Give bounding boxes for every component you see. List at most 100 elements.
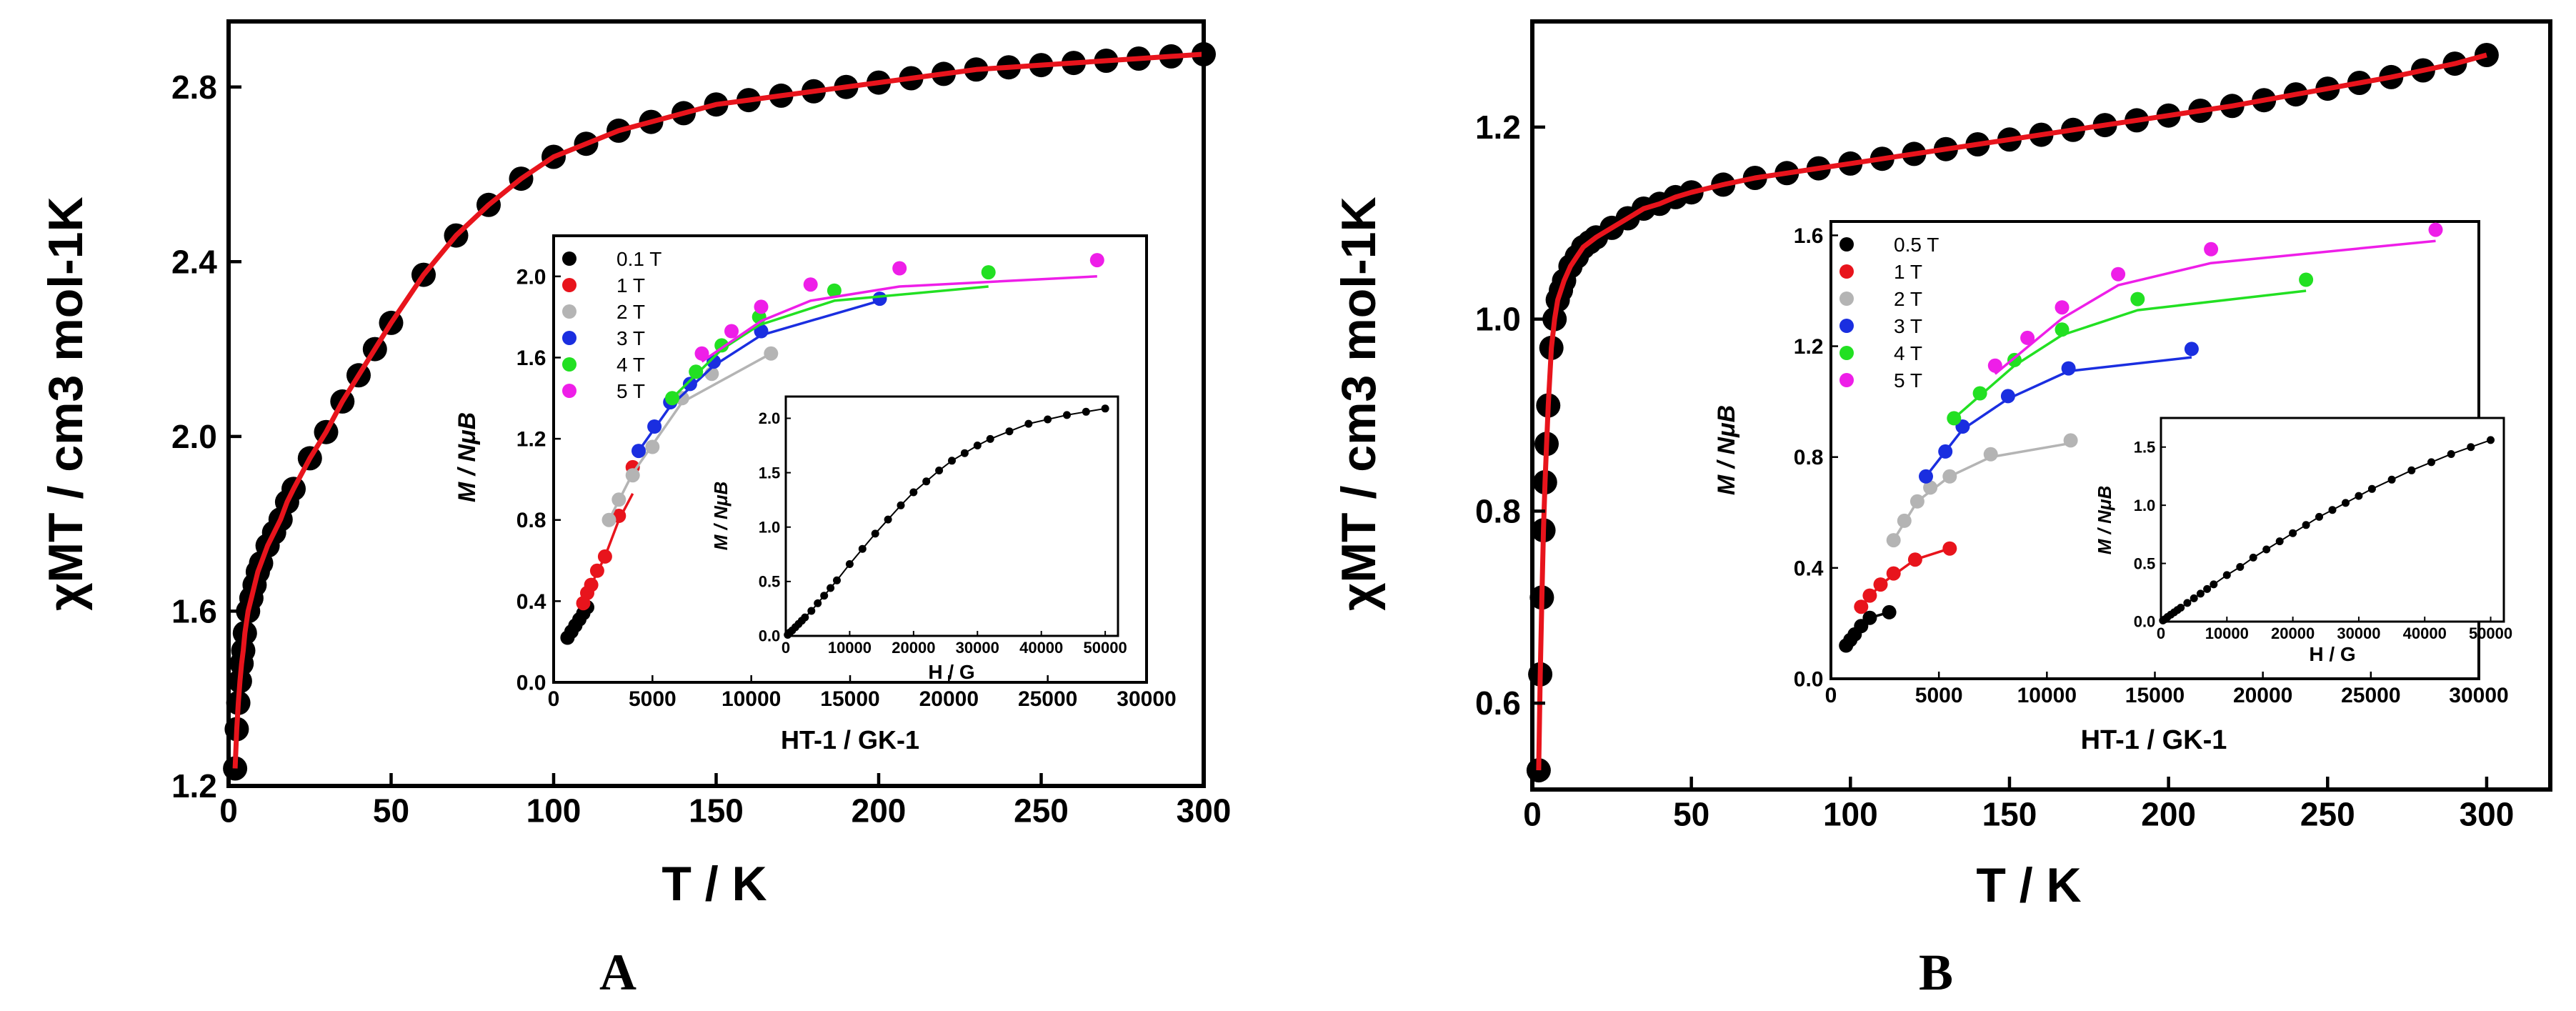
panel-b-main-fit-line bbox=[1536, 52, 2487, 771]
panel-b-inset2-ytick-label: 1.0 bbox=[2134, 497, 2156, 514]
panel-b-inset2-point bbox=[2210, 580, 2218, 589]
panel-a-inset-point-5t bbox=[892, 261, 907, 276]
panel-b-inset-point-4t bbox=[1947, 411, 1962, 426]
panel-b-inset-point-2t bbox=[1942, 469, 1957, 484]
panel-b-inset2-point bbox=[2262, 545, 2271, 554]
panel-a-inset-point-4t bbox=[714, 338, 729, 353]
panel-b-inset-point-4t bbox=[1972, 386, 1987, 401]
panel-a-main-ytick-label: 2.4 bbox=[171, 243, 217, 280]
panel-a-inset-ytick-label: 1.2 bbox=[516, 428, 546, 452]
panel-b-inset-ytick-label: 1.2 bbox=[1794, 335, 1824, 359]
panel-a-inset2-ytick-label: 1.5 bbox=[759, 464, 781, 482]
panel-b-inset-legend: 0.5 T 1 T 2 T 3 T 4 T 5 T bbox=[1839, 234, 1939, 392]
panel-b-inset2-xtick-label: 0 bbox=[2157, 624, 2165, 642]
panel-b-inset-point-4t bbox=[2055, 322, 2070, 337]
panel-b-inset-point-0p5t bbox=[1882, 604, 1897, 619]
panel-b-inset2-point bbox=[2302, 521, 2310, 529]
panel-b-inset2-xtick-label: 20000 bbox=[2271, 624, 2315, 642]
panel-a-inset2-point bbox=[884, 515, 892, 524]
panel-b-inset2-point bbox=[2183, 599, 2192, 607]
panel-b: 0 50 100 150 200 250 300 0.6 0.8 1.0 1.2 χMT / cm3… bbox=[1332, 19, 2552, 1001]
panel-a-inset-point-1t bbox=[597, 549, 612, 564]
panel-a-inset2-point bbox=[1044, 415, 1052, 424]
panel-b-inset2-point bbox=[2196, 589, 2205, 598]
panel-b-inset2-point bbox=[2387, 475, 2396, 484]
panel-a-letter: A bbox=[599, 944, 636, 1001]
panel-a-main-xlabel: T / K bbox=[662, 857, 767, 911]
panel-a-inset2-point bbox=[807, 607, 816, 615]
panel-a-inset-xtick-label: 5000 bbox=[629, 687, 677, 711]
panel-a-inset2-point bbox=[814, 599, 822, 607]
panel-b-main-xtick-label: 0 bbox=[1523, 796, 1542, 833]
panel-b-main-xlabel: T / K bbox=[1976, 858, 2081, 912]
panel-b-inset2-ytick-label: 0.5 bbox=[2134, 554, 2156, 572]
panel-a-inset-point-2t bbox=[625, 468, 640, 483]
panel-b-inset-point-5t bbox=[1987, 358, 2002, 373]
panel-a: 0 50 100 150 200 250 300 1.2 1.6 2.0 2.4 2.8 χMT / … bbox=[39, 19, 1231, 1001]
panel-a-inset2-axes: 0 10000 20000 30000 40000 50000 0.0 0.5 1.0 1.5 2.… bbox=[759, 409, 1127, 657]
panel-b-inset2-point bbox=[2427, 458, 2435, 467]
panel-a-inset2-ylabel: M / NμB bbox=[710, 482, 732, 551]
panel-a-inset-point-4t bbox=[665, 391, 679, 406]
panel-a-inset-point-4t bbox=[689, 364, 704, 379]
panel-b-inset-ytick-label: 0.4 bbox=[1794, 557, 1824, 580]
panel-b-main-marks bbox=[1526, 43, 2499, 783]
panel-a-inset2-xtick-label: 0 bbox=[782, 639, 790, 657]
panel-a-inset-point-4t bbox=[827, 283, 842, 298]
panel-a-main-marks bbox=[223, 41, 1216, 781]
panel-b-inset-ylabel: M / NμB bbox=[1713, 405, 1740, 495]
panel-a-inset2-xtick-label: 10000 bbox=[828, 639, 872, 657]
panel-a-inset-point-3t bbox=[682, 377, 697, 392]
panel-a-inset2-point bbox=[858, 544, 867, 553]
panel-b-inset-point-0p5t bbox=[1862, 610, 1877, 625]
panel-b-inset2-axes: 0 10000 20000 30000 40000 50000 0.0 0.5 1.0 1.5 bbox=[2134, 438, 2512, 642]
panel-b-inset-ytick-label: 0.8 bbox=[1794, 446, 1824, 469]
panel-a-inset2-point bbox=[1024, 419, 1033, 428]
panel-b-inset-point-1t bbox=[1907, 552, 1922, 567]
panel-b-inset-point-2t bbox=[1897, 513, 1912, 528]
panel-a-inset2-point bbox=[986, 434, 994, 443]
panel-b-inset-point-3t bbox=[1938, 444, 1953, 459]
panel-b-inset-ytick-label: 0.0 bbox=[1794, 668, 1824, 692]
panel-b-inset-xtick-label: 15000 bbox=[2125, 684, 2185, 707]
panel-a-inset2-ytick-label: 0.0 bbox=[759, 627, 781, 645]
panel-a-inset-legend-marker bbox=[562, 331, 576, 345]
panel-b-inset2-point bbox=[2190, 594, 2198, 602]
panel-b-inset-point-5t bbox=[2428, 222, 2443, 237]
panel-b-inset-marks bbox=[1839, 222, 2443, 653]
panel-a-inset2-point bbox=[1063, 411, 1071, 419]
panel-a-main-xtick-label: 150 bbox=[689, 792, 744, 830]
panel-a-inset-point-3t bbox=[872, 292, 887, 307]
panel-b-inset2-point bbox=[2367, 484, 2376, 493]
panel-b-inset-legend-marker bbox=[1839, 237, 1854, 251]
panel-b-inset-fit-2t bbox=[1892, 442, 2071, 542]
panel-a-inset-xlabel: HT-1 / GK-1 bbox=[781, 725, 919, 754]
panel-a-inset-point-2t bbox=[645, 439, 660, 454]
panel-b-inset2-point bbox=[2487, 436, 2495, 444]
panel-b-inset-point-4t bbox=[2130, 292, 2145, 307]
panel-b-inset-legend-marker bbox=[1839, 264, 1854, 279]
panel-b-inset2-ytick-label: 0.0 bbox=[2134, 613, 2156, 631]
panel-a-inset-legend-marker bbox=[562, 384, 576, 398]
panel-b-inset-legend-marker bbox=[1839, 373, 1854, 387]
panel-a-inset-legend-label: 2 T bbox=[616, 301, 645, 323]
panel-a-inset2-marks bbox=[784, 404, 1109, 639]
panel-a-inset-legend-label: 0.1 T bbox=[616, 248, 662, 270]
panel-b-inset2-xlabel: H / G bbox=[2309, 643, 2355, 665]
panel-a-inset2-point bbox=[1082, 407, 1090, 416]
panel-a-inset-ytick-label: 1.6 bbox=[516, 347, 546, 370]
panel-a-inset-point-5t bbox=[803, 277, 818, 292]
panel-a-inset-ytick-label: 2.0 bbox=[516, 265, 546, 289]
panel-b-inset-point-1t bbox=[1886, 566, 1901, 581]
panel-a-inset2-point bbox=[845, 560, 854, 568]
panel-b-inset-legend-marker bbox=[1839, 319, 1854, 333]
panel-a-inset-xtick-label: 20000 bbox=[919, 687, 979, 711]
panel-b-inset-legend-label: 4 T bbox=[1894, 342, 1922, 364]
panel-a-inset-legend-marker bbox=[562, 304, 576, 319]
panel-a-inset2-point bbox=[922, 477, 931, 486]
panel-b-inset-legend-label: 3 T bbox=[1894, 315, 1922, 337]
panel-b-inset-point-3t bbox=[2184, 342, 2199, 357]
panel-a-inset2-point bbox=[827, 584, 835, 592]
panel-b-inset-fit-3t bbox=[1924, 356, 2192, 477]
panel-a-inset-axes: 0 5000 10000 15000 20000 25000 30000 0.0 0.4 0.8 1… bbox=[516, 265, 1177, 711]
